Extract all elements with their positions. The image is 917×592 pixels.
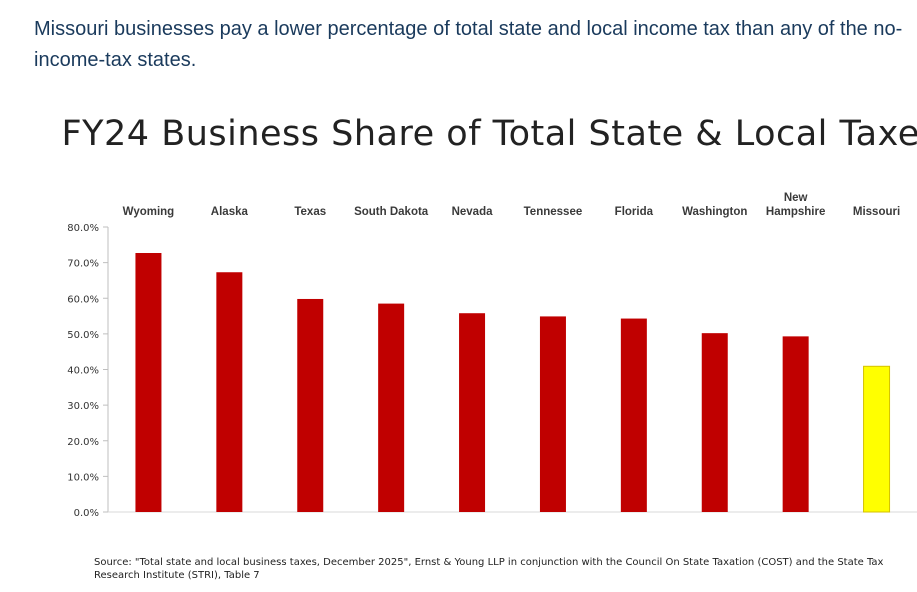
category-label: South Dakota <box>354 206 429 218</box>
y-tick-label: 0.0% <box>74 508 99 519</box>
bar-tennessee <box>539 316 566 512</box>
source-note: Source: "Total state and local business … <box>94 557 884 581</box>
category-label: Nevada <box>452 206 494 218</box>
bar-nevada <box>459 313 486 512</box>
bar-new-hampshire <box>782 336 809 512</box>
category-label: Hampshire <box>766 206 825 218</box>
y-tick-label: 60.0% <box>67 294 99 305</box>
intro-text: Missouri businesses pay a lower percenta… <box>34 18 903 71</box>
bar-washington <box>701 333 728 512</box>
bar-florida <box>620 318 647 512</box>
y-tick-label: 30.0% <box>67 401 99 412</box>
y-tick-label: 70.0% <box>67 259 99 270</box>
bar-south-dakota <box>378 303 405 512</box>
y-tick-label: 10.0% <box>67 472 99 483</box>
bar-texas <box>297 298 324 512</box>
y-tick-label: 20.0% <box>67 437 99 448</box>
chart-title: FY24 Business Share of Total State & Loc… <box>61 114 917 154</box>
bar-alaska <box>216 272 243 512</box>
category-label: Alaska <box>211 206 249 218</box>
category-label: Wyoming <box>123 206 175 218</box>
category-label: Florida <box>615 206 654 218</box>
category-label: New <box>784 192 808 204</box>
y-tick-label: 50.0% <box>67 330 99 341</box>
category-label: Tennessee <box>524 206 583 218</box>
category-label: Washington <box>682 206 747 218</box>
bar-wyoming <box>135 253 162 512</box>
y-tick-label: 80.0% <box>67 223 99 234</box>
category-label: Texas <box>294 206 326 218</box>
bar-missouri <box>863 365 891 513</box>
category-label: Missouri <box>853 206 900 218</box>
y-tick-label: 40.0% <box>67 366 99 377</box>
